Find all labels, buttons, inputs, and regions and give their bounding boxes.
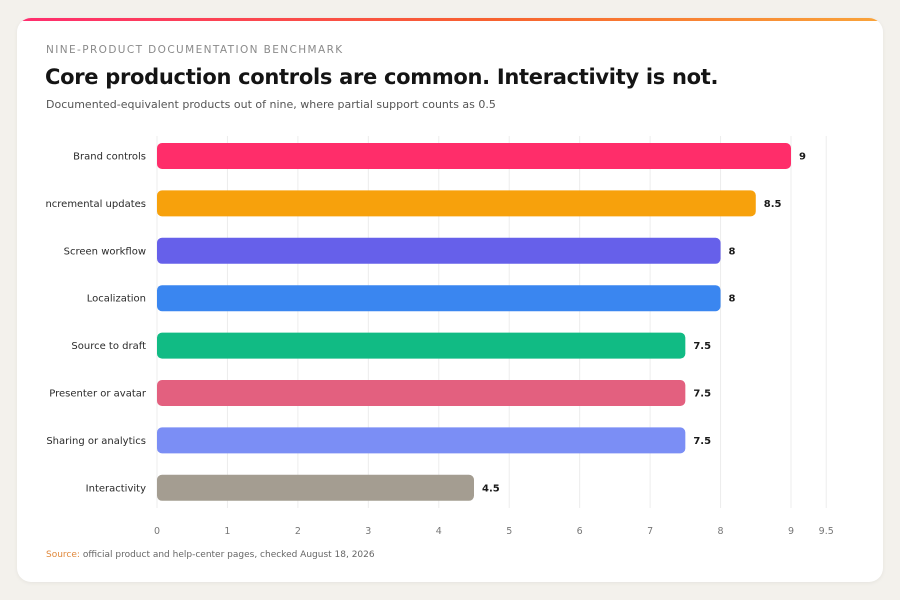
bar xyxy=(157,285,721,312)
bar xyxy=(157,380,686,406)
category-label: Localization xyxy=(87,294,146,305)
chart-card: NINE-PRODUCT DOCUMENTATION BENCHMARK Cor… xyxy=(17,18,883,582)
bar xyxy=(157,474,474,501)
x-tick-label: 1 xyxy=(224,526,230,537)
source-note: Source: official product and help-center… xyxy=(46,550,375,560)
bar xyxy=(157,427,686,454)
x-tick-label: 4 xyxy=(436,526,442,537)
x-axis-ticks: 0 1 2 3 4 5 6 7 8 9 9.5 xyxy=(154,526,834,537)
x-tick-label: 7 xyxy=(647,526,653,537)
category-label: Source to draft xyxy=(71,341,146,352)
chart-subtitle: Documented-equivalent products out of ni… xyxy=(46,98,496,111)
category-label: Interactivity xyxy=(86,483,146,494)
accent-bar xyxy=(17,18,883,21)
bars xyxy=(157,143,791,501)
value-label: 8 xyxy=(729,246,736,257)
category-label: Screen workflow xyxy=(64,246,146,257)
value-label: 7.5 xyxy=(693,341,711,352)
bar xyxy=(157,237,721,264)
value-label: 7.5 xyxy=(693,389,711,400)
x-tick-label: 8 xyxy=(718,526,724,537)
bar xyxy=(157,143,791,169)
chart-title: Core production controls are common. Int… xyxy=(45,65,719,89)
category-label: Sharing or analytics xyxy=(46,436,146,447)
bar-chart: Brand controls ncremental updates Screen w… xyxy=(45,136,834,537)
chart-eyebrow: NINE-PRODUCT DOCUMENTATION BENCHMARK xyxy=(46,44,344,56)
value-label: 4.5 xyxy=(482,483,500,494)
x-tick-label: 9.5 xyxy=(819,526,834,537)
category-labels: Brand controls ncremental updates Screen w… xyxy=(45,152,146,495)
value-labels: 9 8.5 8 8 7.5 7.5 7.5 4.5 xyxy=(482,152,806,495)
x-tick-label: 2 xyxy=(295,526,301,537)
x-tick-label: 3 xyxy=(365,526,371,537)
value-label: 8.5 xyxy=(764,199,782,210)
category-label: Brand controls xyxy=(73,152,146,163)
x-tick-label: 0 xyxy=(154,526,160,537)
value-label: 9 xyxy=(799,152,806,163)
source-label: Source: xyxy=(46,550,80,560)
category-label: Presenter or avatar xyxy=(49,389,147,400)
bar xyxy=(157,190,756,217)
x-tick-label: 6 xyxy=(577,526,583,537)
x-tick-label: 5 xyxy=(506,526,512,537)
value-label: 8 xyxy=(729,294,736,305)
bar xyxy=(157,332,686,359)
x-tick-label: 9 xyxy=(788,526,794,537)
value-label: 7.5 xyxy=(693,436,711,447)
category-label: ncremental updates xyxy=(45,199,146,210)
source-text: official product and help-center pages, … xyxy=(82,550,375,560)
